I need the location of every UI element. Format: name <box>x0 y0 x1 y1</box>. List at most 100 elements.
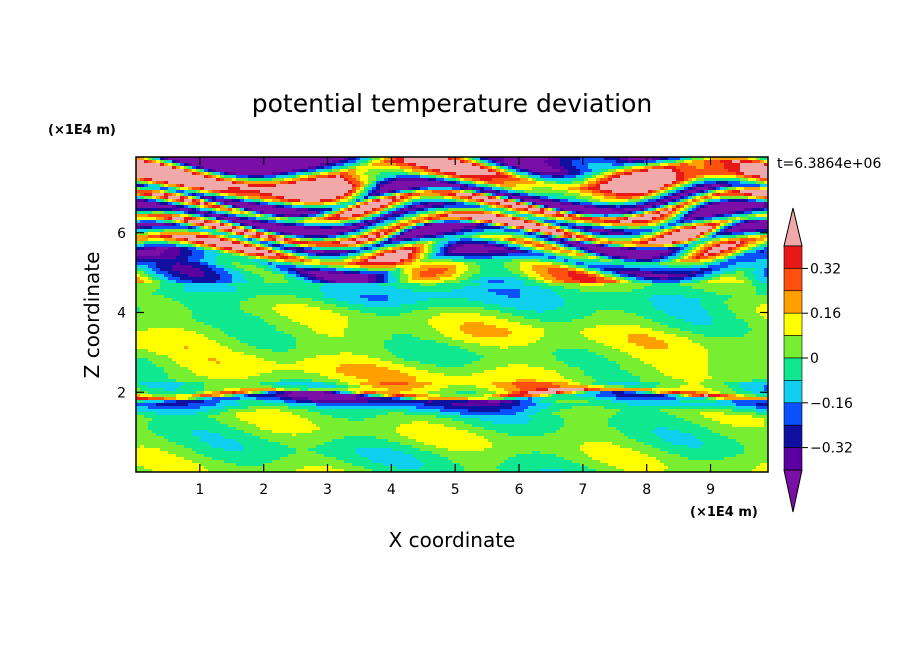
heatmap-cell <box>740 178 745 182</box>
heatmap-cell <box>248 178 253 182</box>
heatmap-cell <box>160 163 165 167</box>
heatmap-cell <box>560 178 565 182</box>
heatmap-cell <box>540 175 545 179</box>
heatmap-cell <box>268 184 273 188</box>
heatmap-cell <box>332 163 337 167</box>
heatmap-cell <box>732 184 737 188</box>
heatmap-cell <box>756 175 761 179</box>
heatmap-cell <box>284 184 289 188</box>
heatmap-cell <box>292 181 297 185</box>
heatmap-cell <box>176 184 181 188</box>
heatmap-cell <box>412 172 417 176</box>
heatmap-cell <box>320 166 325 170</box>
heatmap-cell <box>336 166 341 170</box>
heatmap-cell <box>592 163 597 167</box>
heatmap-cell <box>272 184 277 188</box>
heatmap-cell <box>140 181 145 185</box>
heatmap-cell <box>268 175 273 179</box>
heatmap-cell <box>400 157 405 161</box>
heatmap-cell <box>452 169 457 173</box>
heatmap-cell <box>616 169 621 173</box>
heatmap-cell <box>652 184 657 188</box>
heatmap-cell <box>752 178 757 182</box>
heatmap-cell <box>604 178 609 182</box>
heatmap-cell <box>516 169 521 173</box>
heatmap-cell <box>236 169 241 173</box>
heatmap-cell <box>316 184 321 188</box>
heatmap-cell <box>368 160 373 164</box>
heatmap-cell <box>740 160 745 164</box>
heatmap-cell <box>480 184 485 188</box>
heatmap-cell <box>760 160 765 164</box>
heatmap-cell <box>244 166 249 170</box>
heatmap-cell <box>380 157 385 161</box>
heatmap-cell <box>464 184 469 188</box>
heatmap-cell <box>708 178 713 182</box>
heatmap-cell <box>148 157 153 161</box>
heatmap-cell <box>176 187 181 191</box>
heatmap-cell <box>488 163 493 167</box>
heatmap-cell <box>668 163 673 167</box>
heatmap-cell <box>680 184 685 188</box>
heatmap-cell <box>224 178 229 182</box>
heatmap-cell <box>292 172 297 176</box>
heatmap-cell <box>208 169 213 173</box>
heatmap-cell <box>332 172 337 176</box>
heatmap-cell <box>156 184 161 188</box>
heatmap-cell <box>612 184 617 188</box>
heatmap-cell <box>336 178 341 182</box>
heatmap-cell <box>140 157 145 161</box>
heatmap-cell <box>508 169 513 173</box>
heatmap-cell <box>232 175 237 179</box>
heatmap-cell <box>388 184 393 188</box>
heatmap-cell <box>360 160 365 164</box>
heatmap-cell <box>268 178 273 182</box>
heatmap-cell <box>740 184 745 188</box>
heatmap-cell <box>696 175 701 179</box>
heatmap-cell <box>384 166 389 170</box>
heatmap-cell <box>184 169 189 173</box>
heatmap-cell <box>356 157 361 161</box>
heatmap-cell <box>256 160 261 164</box>
heatmap-cell <box>604 181 609 185</box>
heatmap-cell <box>512 169 517 173</box>
heatmap-cell <box>504 157 509 161</box>
heatmap-cell <box>196 169 201 173</box>
heatmap-cell <box>184 157 189 161</box>
heatmap-cell <box>284 175 289 179</box>
heatmap-cell <box>548 175 553 179</box>
heatmap-cell <box>304 178 309 182</box>
heatmap-cell <box>236 172 241 176</box>
heatmap-cell <box>340 175 345 179</box>
heatmap-cell <box>152 178 157 182</box>
heatmap-cell <box>152 169 157 173</box>
heatmap-cell <box>300 172 305 176</box>
heatmap-cell <box>228 184 233 188</box>
heatmap-cell <box>444 163 449 167</box>
heatmap-cell <box>348 157 353 161</box>
heatmap-cell <box>348 166 353 170</box>
heatmap-cell <box>372 172 377 176</box>
heatmap-cell <box>176 178 181 182</box>
heatmap-cell <box>448 178 453 182</box>
heatmap-cell <box>448 175 453 179</box>
heatmap-cell <box>460 172 465 176</box>
heatmap-cell <box>568 160 573 164</box>
heatmap-cell <box>392 169 397 173</box>
heatmap-cell <box>400 163 405 167</box>
heatmap-cell <box>336 157 341 161</box>
heatmap-cell <box>544 163 549 167</box>
heatmap-cell <box>704 184 709 188</box>
heatmap-cell <box>736 175 741 179</box>
heatmap-cell <box>456 157 461 161</box>
heatmap-cell <box>520 172 525 176</box>
heatmap-cell <box>496 172 501 176</box>
heatmap-cell <box>704 160 709 164</box>
heatmap-cell <box>736 160 741 164</box>
heatmap-cell <box>168 181 173 185</box>
heatmap-cell <box>764 181 768 185</box>
heatmap-cell <box>312 172 317 176</box>
heatmap-cell <box>232 181 237 185</box>
heatmap-cell <box>748 160 753 164</box>
heatmap-cell <box>268 157 273 161</box>
